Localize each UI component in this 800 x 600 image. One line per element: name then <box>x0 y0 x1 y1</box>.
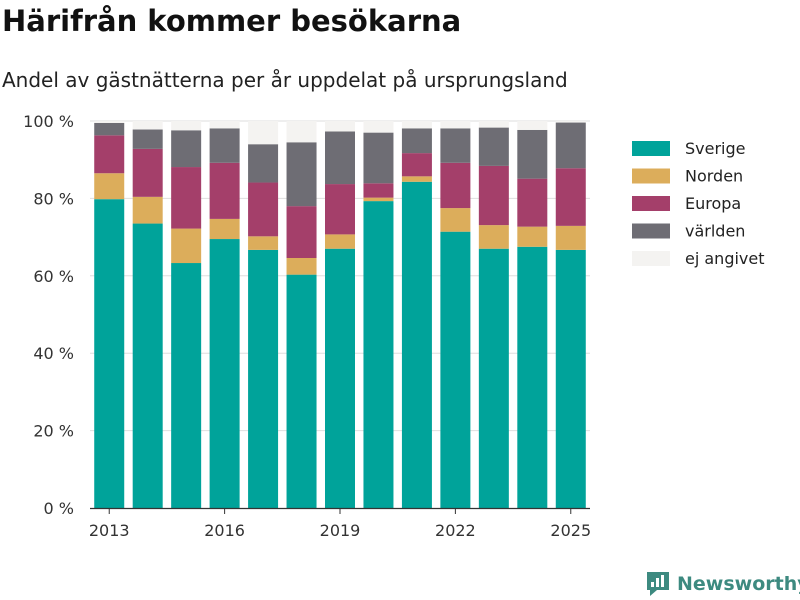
bar-segment <box>171 228 202 264</box>
chart-title: Härifrån kommer besökarna <box>2 4 462 38</box>
x-tick-label: 2016 <box>204 521 245 540</box>
bar-segment <box>478 248 509 508</box>
bar-segment <box>325 184 355 235</box>
bar-segment <box>132 223 163 508</box>
bar-segment <box>363 197 394 202</box>
legend-swatch <box>632 168 670 184</box>
bar-segment <box>286 257 317 275</box>
bar-segment <box>363 132 394 184</box>
bar-segment <box>325 131 355 185</box>
bar-segment <box>440 128 471 163</box>
bar-segment <box>209 162 240 219</box>
chart-subtitle: Andel av gästnätterna per år uppdelat på… <box>2 68 568 92</box>
legend-label: Europa <box>685 194 741 213</box>
bar-segment <box>555 225 586 250</box>
legend-label: Sverige <box>685 139 746 158</box>
bar-segment <box>286 274 317 508</box>
bar-segment <box>478 165 509 226</box>
bar-segment <box>555 122 586 169</box>
bar-segment <box>517 121 548 130</box>
bar-segment <box>94 173 125 200</box>
x-tick-label: 2025 <box>550 521 591 540</box>
legend: Sverige Norden Europa världen ej angivet <box>632 139 765 268</box>
bar-segment <box>94 122 125 136</box>
legend-label: världen <box>685 222 745 241</box>
x-tick-label: 2019 <box>320 521 361 540</box>
bar-segment <box>325 234 355 249</box>
bar-segment <box>517 226 548 247</box>
bar-segment <box>248 249 279 508</box>
bars <box>94 121 586 508</box>
bar-segment <box>248 236 279 250</box>
y-tick-label: 40 % <box>33 344 74 363</box>
y-tick-label: 100 % <box>23 112 74 131</box>
bar-segment <box>209 121 240 129</box>
brand-name: Newsworthy <box>677 573 800 595</box>
bar-segment <box>440 208 471 232</box>
bar-segment <box>325 121 355 132</box>
legend-swatch <box>632 196 670 211</box>
bar-segment <box>248 182 279 237</box>
legend-swatch <box>632 141 670 156</box>
bar-segment <box>286 142 317 207</box>
bar-segment <box>286 206 317 258</box>
bar-segment <box>248 121 279 145</box>
bar-segment <box>517 129 548 179</box>
y-tick-label: 20 % <box>33 422 74 441</box>
bar-segment <box>517 246 548 508</box>
y-tick-label: 80 % <box>33 189 74 208</box>
newsworthy-brand: Newsworthy <box>645 570 800 598</box>
legend-label: ej angivet <box>685 249 765 268</box>
bar-segment <box>94 135 125 174</box>
bar-segment <box>171 167 202 229</box>
legend-label: Norden <box>685 167 743 186</box>
bar-segment <box>517 178 548 227</box>
y-axis: 0 % 20 % 40 % 60 % 80 % 100 % <box>23 112 74 518</box>
bar-segment <box>401 121 432 129</box>
bar-segment <box>363 183 394 198</box>
bar-segment <box>440 121 471 129</box>
bar-segment <box>94 121 125 123</box>
x-axis: 2013 2016 2019 2022 2025 <box>89 507 591 540</box>
bar-segment <box>555 168 586 226</box>
bar-segment <box>401 153 432 177</box>
bar-segment <box>209 128 240 163</box>
bar-segment <box>132 196 163 224</box>
bar-segment <box>209 239 240 508</box>
legend-swatch <box>632 223 670 239</box>
y-tick-label: 0 % <box>44 499 74 518</box>
x-tick-label: 2013 <box>89 521 130 540</box>
bar-segment <box>401 176 432 182</box>
newsworthy-logo-icon <box>647 572 669 596</box>
bar-segment <box>132 148 163 197</box>
bar-segment <box>440 162 471 209</box>
bar-segment <box>363 121 394 133</box>
bar-segment <box>171 263 202 508</box>
bar-segment <box>94 199 125 508</box>
bar-segment <box>401 181 432 508</box>
bar-segment <box>401 128 432 154</box>
bar-segment <box>325 248 355 508</box>
bar-segment <box>248 144 279 183</box>
bar-segment <box>171 121 202 131</box>
bar-segment <box>209 218 240 240</box>
bar-segment <box>478 121 509 128</box>
bar-segment <box>171 130 202 168</box>
bar-segment <box>440 231 471 508</box>
legend-swatch <box>632 251 670 266</box>
bar-segment <box>478 127 509 166</box>
bar-segment <box>363 201 394 508</box>
x-tick-label: 2022 <box>435 521 476 540</box>
bar-segment <box>555 249 586 508</box>
y-tick-label: 60 % <box>33 267 74 286</box>
bar-segment <box>132 129 163 149</box>
bar-segment <box>555 121 586 123</box>
bar-segment <box>478 225 509 249</box>
bar-segment <box>286 121 317 143</box>
bar-segment <box>132 121 163 130</box>
